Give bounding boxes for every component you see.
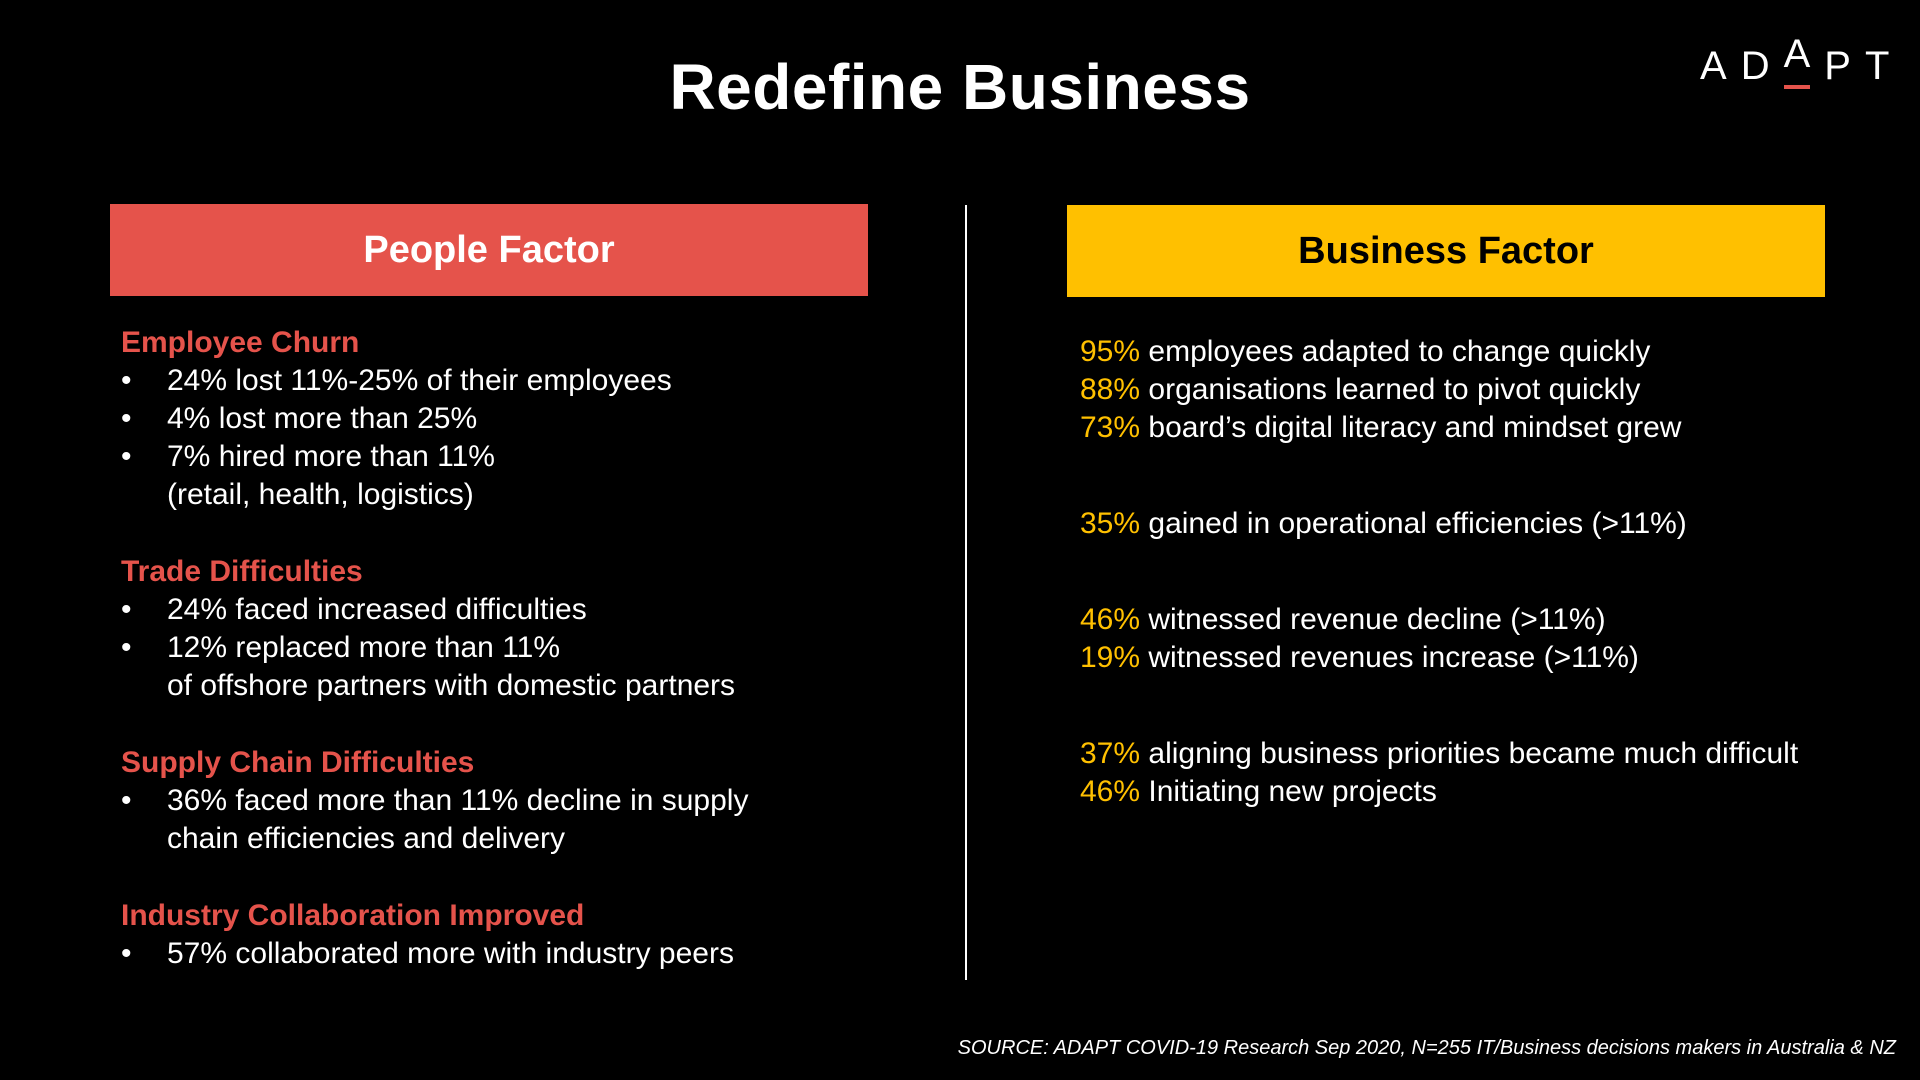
- stat-text: board’s digital literacy and mindset gre…: [1148, 411, 1682, 444]
- stat-percent: 88%: [1080, 373, 1141, 406]
- bullet-dot-icon: •: [121, 364, 132, 397]
- stat-percent: 95%: [1080, 335, 1141, 368]
- bullet-text: 57% collaborated more with industry peer…: [167, 937, 734, 970]
- bullet-dot-icon: •: [121, 631, 132, 664]
- stat-group: 35% gained in operational efficiencies (…: [1080, 505, 1880, 543]
- stat-line: 46% witnessed revenue decline (>11%): [1080, 601, 1880, 639]
- bullet-dot-icon: •: [121, 593, 132, 626]
- stat-line: 95% employees adapted to change quickly: [1080, 333, 1880, 371]
- bullet-text: of offshore partners with domestic partn…: [167, 669, 736, 702]
- section-title: Trade Difficulties: [121, 555, 363, 588]
- people-factor-list: Employee Churn • 24% lost 11%-25% of their…: [121, 324, 921, 1012]
- bullet-text: 24% lost 11%-25% of their employees: [167, 364, 672, 397]
- bullet-text: 7% hired more than 11%: [167, 440, 495, 473]
- stat-line: 37% aligning business priorities became …: [1080, 735, 1880, 773]
- stat-percent: 37%: [1080, 737, 1141, 770]
- bullet-item: • 7% hired more than 11% (retail, health, …: [121, 438, 921, 514]
- bullet-dot-icon: •: [121, 937, 132, 970]
- bullet-item: • 4% lost more than 25%: [121, 400, 921, 438]
- bullet-text: 24% faced increased difficulties: [167, 593, 587, 626]
- bullet-item: • 57% collaborated more with industry pee…: [121, 935, 921, 973]
- stat-percent: 35%: [1080, 507, 1141, 540]
- section-title: Industry Collaboration Improved: [121, 899, 585, 932]
- stat-text: gained in operational efficiencies (>11%…: [1148, 507, 1687, 540]
- bullet-text: 12% replaced more than 11%: [167, 631, 561, 664]
- bullet-dot-icon: •: [121, 440, 132, 473]
- section-title: Supply Chain Difficulties: [121, 746, 475, 779]
- stat-percent: 46%: [1080, 775, 1141, 808]
- section-title: Employee Churn: [121, 326, 360, 359]
- stat-line: 35% gained in operational efficiencies (…: [1080, 505, 1880, 543]
- bullet-item: • 12% replaced more than 11% of offshore p…: [121, 629, 921, 705]
- stat-group: 46% witnessed revenue decline (>11%) 19% …: [1080, 601, 1880, 677]
- stat-text: organisations learned to pivot quickly: [1148, 373, 1641, 406]
- people-section: Supply Chain Difficulties • 36% faced more…: [121, 744, 921, 858]
- bullet-dot-icon: •: [121, 402, 132, 435]
- people-factor-header-label: People Factor: [363, 228, 615, 271]
- people-factor-header: People Factor: [110, 204, 868, 296]
- stat-group: 95% employees adapted to change quickly 8…: [1080, 333, 1880, 447]
- stat-text: witnessed revenues increase (>11%): [1148, 641, 1639, 674]
- column-divider: [965, 205, 967, 980]
- stat-text: witnessed revenue decline (>11%): [1148, 603, 1606, 636]
- bullet-text: 4% lost more than 25%: [167, 402, 478, 435]
- business-factor-header: Business Factor: [1067, 205, 1825, 297]
- bullet-item: • 24% faced increased difficulties: [121, 591, 921, 629]
- people-section: Employee Churn • 24% lost 11%-25% of their…: [121, 324, 921, 514]
- bullet-item: • 24% lost 11%-25% of their employees: [121, 362, 921, 400]
- stat-percent: 46%: [1080, 603, 1141, 636]
- stat-line: 19% witnessed revenues increase (>11%): [1080, 639, 1880, 677]
- page-title: Redefine Business: [669, 51, 1251, 123]
- stat-line: 88% organisations learned to pivot quick…: [1080, 371, 1880, 409]
- business-factor-list: 95% employees adapted to change quickly 8…: [1080, 333, 1880, 811]
- bullet-text: chain efficiencies and delivery: [167, 822, 566, 855]
- stat-text: employees adapted to change quickly: [1148, 335, 1651, 368]
- bullet-text: 36% faced more than 11% decline in suppl…: [167, 784, 749, 817]
- stat-text: Initiating new projects: [1148, 775, 1437, 808]
- bullet-item: • 36% faced more than 11% decline in supp…: [121, 782, 921, 858]
- bullet-text: (retail, health, logistics): [167, 478, 474, 511]
- stat-text: aligning business priorities became much…: [1148, 737, 1799, 770]
- logo-accent-bar: [1783, 85, 1811, 89]
- bullet-dot-icon: •: [121, 784, 132, 817]
- adapt-logo: ADA PT: [1700, 32, 1904, 89]
- stat-percent: 73%: [1080, 411, 1141, 444]
- stat-percent: 19%: [1080, 641, 1141, 674]
- source-note: SOURCE: ADAPT COVID-19 Research Sep 2020…: [957, 1037, 1896, 1059]
- stat-group: 37% aligning business priorities became …: [1080, 735, 1880, 811]
- stat-line: 73% board’s digital literacy and mindset…: [1080, 409, 1880, 447]
- people-section: Industry Collaboration Improved • 57% coll…: [121, 897, 921, 973]
- stat-line: 46% Initiating new projects: [1080, 773, 1880, 811]
- people-section: Trade Difficulties • 24% faced increased d…: [121, 553, 921, 705]
- business-factor-header-label: Business Factor: [1298, 229, 1594, 272]
